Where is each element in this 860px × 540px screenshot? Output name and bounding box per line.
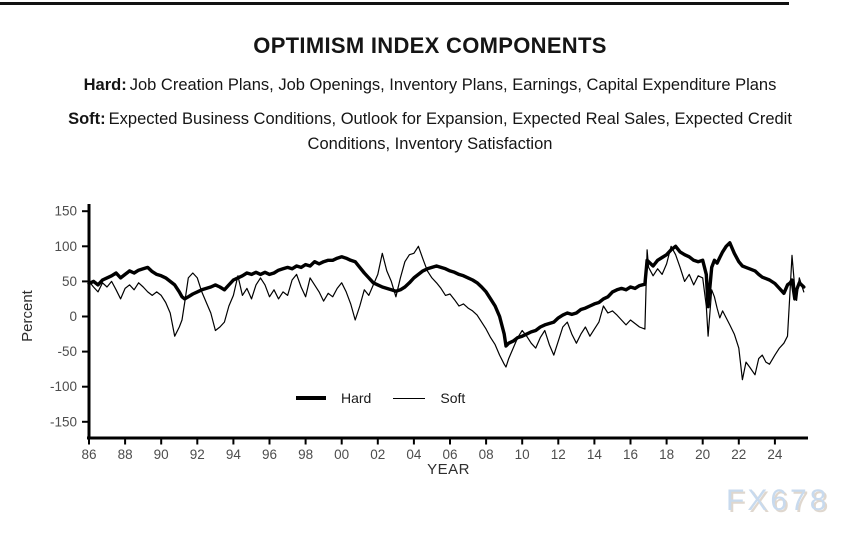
hard-series-line [87, 241, 806, 348]
x-tick-label: 08 [479, 447, 494, 462]
x-tick-label: 86 [81, 447, 96, 462]
soft-text: Expected Business Conditions, Outlook fo… [108, 110, 792, 153]
watermark: FX678 [726, 484, 830, 517]
x-tick-label: 00 [334, 447, 349, 462]
x-tick-label: 10 [515, 447, 530, 462]
x-axis-title: YEAR [427, 461, 470, 478]
soft-legend-label: Soft [440, 390, 466, 406]
chart-header: OPTIMISM INDEX COMPONENTS Hard: Job Creat… [0, 0, 860, 157]
hard-label: Hard: [83, 76, 127, 94]
x-tick-label: 14 [587, 447, 603, 462]
x-tick-label: 88 [118, 447, 133, 462]
page-title: OPTIMISM INDEX COMPONENTS [253, 33, 607, 58]
x-tick-label: 16 [623, 447, 638, 462]
x-tick-label: 06 [442, 447, 457, 462]
y-tick-label: 150 [54, 204, 77, 219]
x-tick-label: 94 [226, 447, 242, 462]
y-tick-label: -50 [57, 344, 77, 359]
soft-legend-line [393, 397, 426, 399]
x-tick-label: 22 [731, 447, 746, 462]
x-tick-label: 02 [370, 447, 385, 462]
x-tick-label: 92 [190, 447, 205, 462]
x-tick-label: 98 [298, 447, 313, 462]
y-tick-label: 0 [69, 309, 77, 324]
x-tick-label: 04 [406, 447, 422, 462]
x-tick-label: 24 [767, 447, 783, 462]
x-tick-label: 20 [695, 447, 710, 462]
y-tick-label: 100 [54, 239, 77, 254]
top-rule [0, 2, 789, 5]
soft-components-description: Soft: Expected Business Conditions, Outlo… [51, 107, 809, 157]
hard-text: Job Creation Plans, Job Openings, Invent… [129, 76, 777, 94]
x-tick-label: 96 [262, 447, 277, 462]
hard-legend-label: Hard [341, 390, 372, 406]
y-axis-title: Percent [19, 290, 36, 342]
x-tick-label: 18 [659, 447, 674, 462]
x-tick-label: 12 [551, 447, 566, 462]
chart-legend: Hard Soft [296, 390, 465, 406]
x-tick-label: 90 [154, 447, 169, 462]
hard-components-description: Hard: Job Creation Plans, Job Openings, I… [20, 73, 840, 98]
soft-series-line [88, 245, 805, 381]
y-tick-label: -150 [50, 414, 77, 429]
y-tick-label: 50 [62, 274, 77, 289]
y-tick-label: -100 [50, 379, 77, 394]
hard-legend-line [296, 396, 326, 400]
soft-label: Soft: [68, 110, 106, 128]
